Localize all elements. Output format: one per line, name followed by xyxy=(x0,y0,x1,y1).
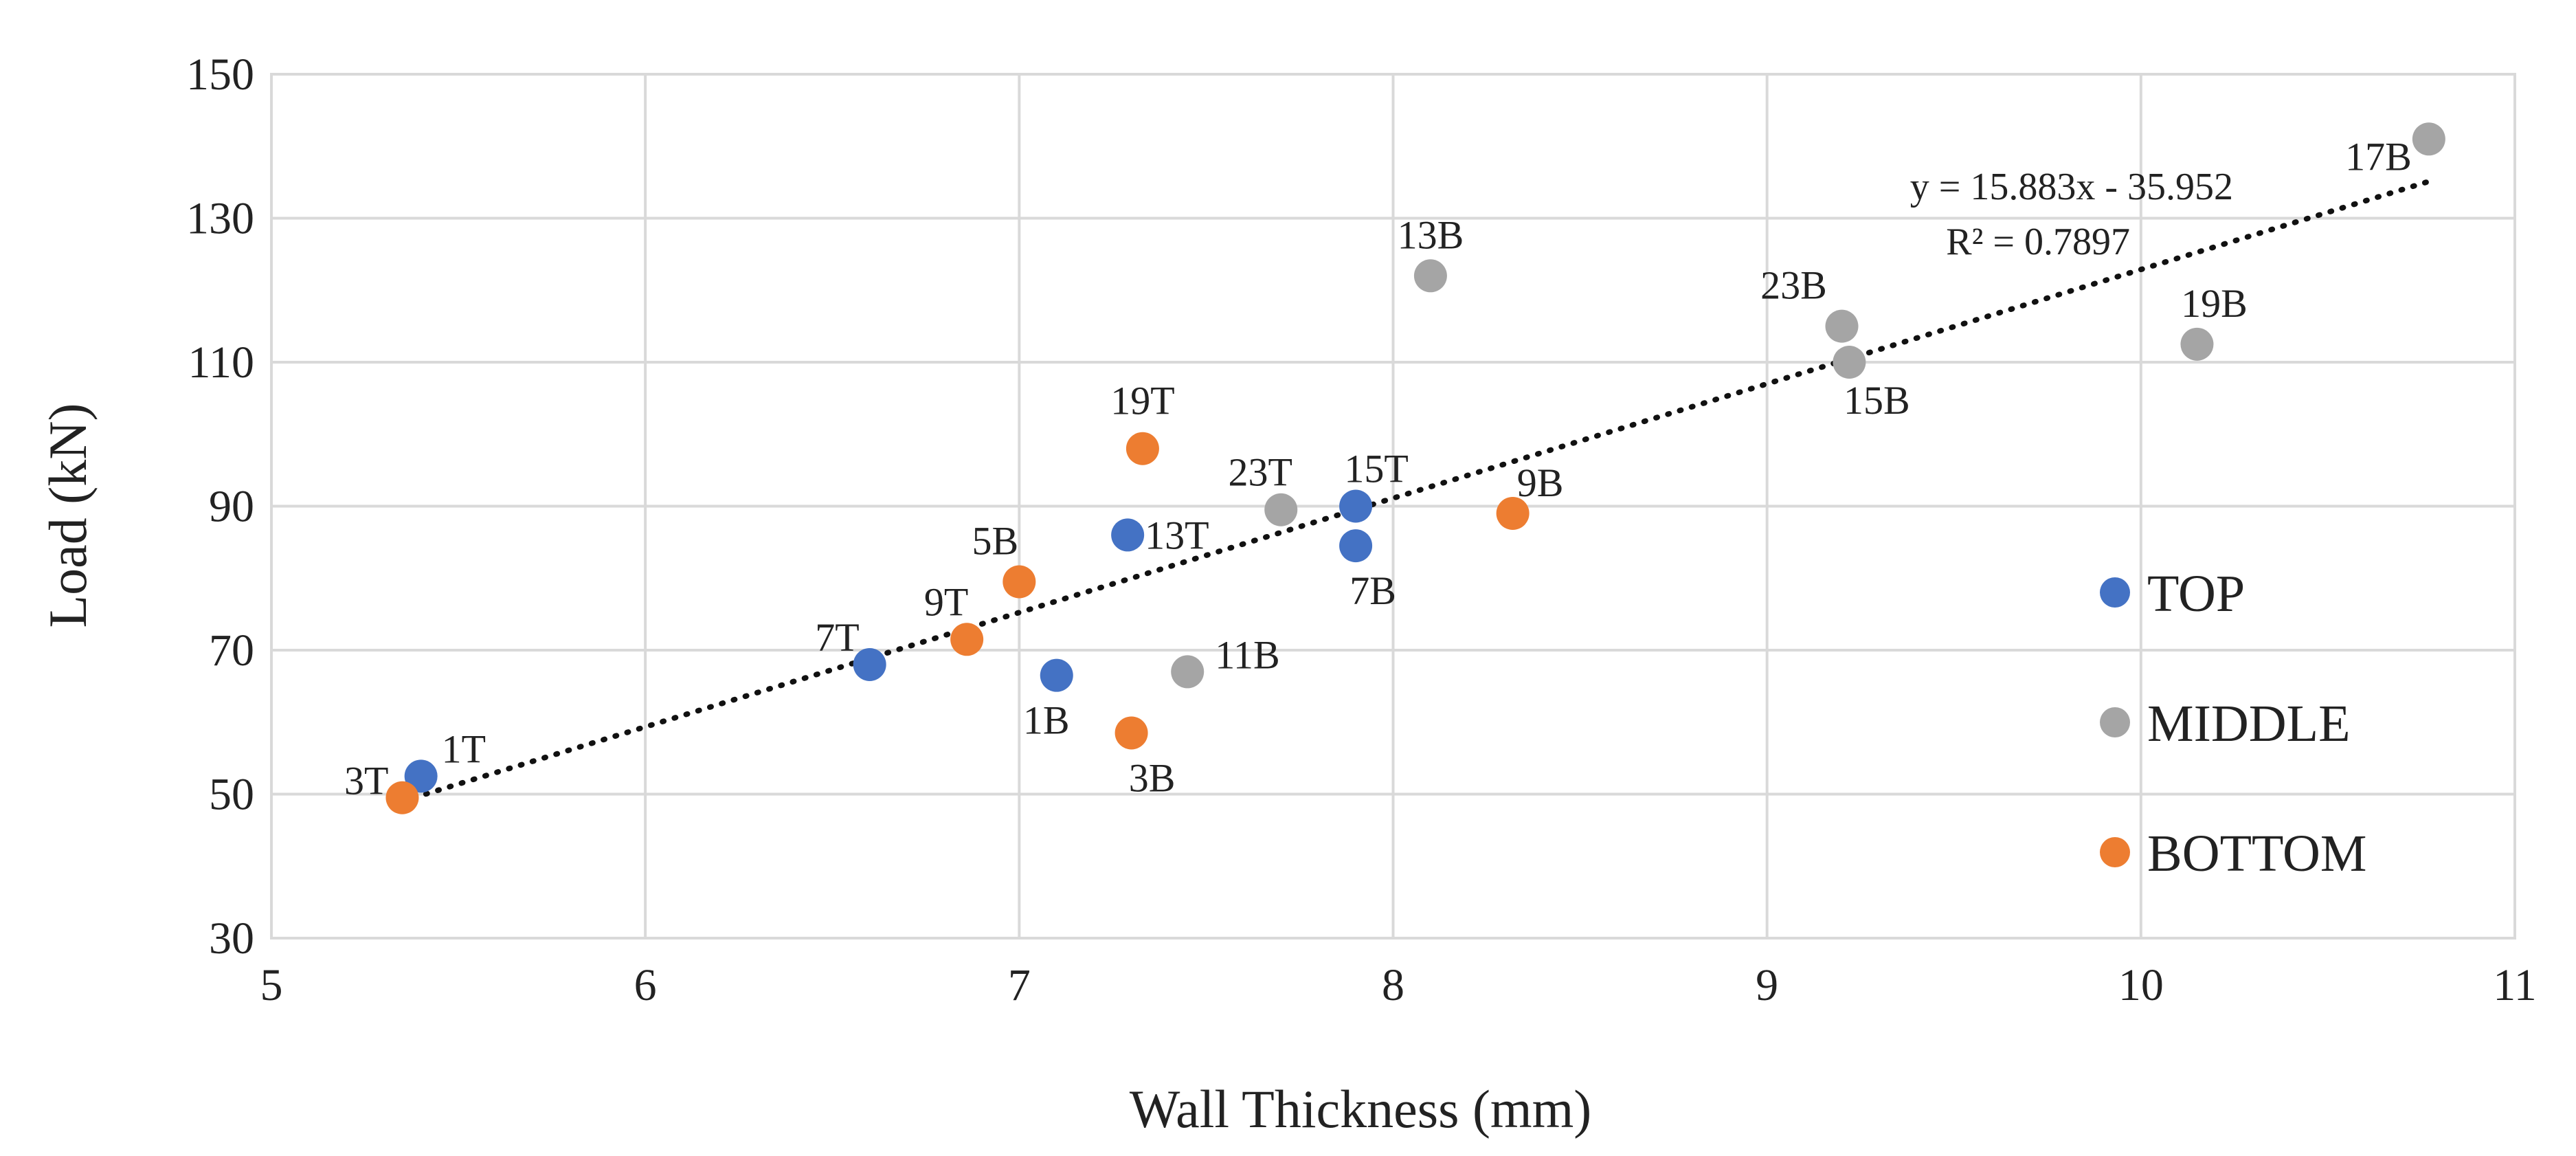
plot-area-frame xyxy=(270,73,2516,940)
x-tick-label-1: 6 xyxy=(634,960,657,1010)
point-9B xyxy=(1496,496,1530,530)
point-label-15T: 15T xyxy=(1344,447,1408,491)
x-tick-label-2: 7 xyxy=(1008,960,1031,1010)
point-label-13T: 13T xyxy=(1145,513,1209,557)
point-1T xyxy=(404,759,438,793)
point-23T xyxy=(1264,493,1298,526)
point-label-17B: 17B xyxy=(2345,134,2412,179)
y-tick-label-5: 130 xyxy=(186,194,254,244)
legend-label-top: TOP xyxy=(2147,565,2245,623)
point-1B xyxy=(1040,658,1073,692)
legend-marker-bottom xyxy=(2100,837,2130,867)
legend: TOP MIDDLE BOTTOM xyxy=(2100,565,2367,882)
point-11B xyxy=(1171,655,1205,689)
point-label-5B: 5B xyxy=(972,518,1018,563)
trendline-r-squared: R² = 0.7897 xyxy=(1946,221,2130,263)
legend-marker-middle xyxy=(2100,707,2130,737)
point-labels: 1T 7T 1B 13T 15T 7B 11B 23T 13B 23B 15B 19B 17B 3T 9T5… xyxy=(344,134,2412,803)
x-tick-labels: 5 6 7 8 9 10 11 xyxy=(260,960,2537,1010)
point-13B xyxy=(1413,259,1447,293)
point-15T xyxy=(1339,489,1373,523)
point-label-19B: 19B xyxy=(2181,281,2248,326)
y-tick-label-4: 110 xyxy=(188,337,254,388)
x-tick-label-4: 9 xyxy=(1756,960,1778,1010)
legend-label-bottom: BOTTOM xyxy=(2147,825,2367,882)
y-tick-label-1: 50 xyxy=(209,770,254,820)
point-7T xyxy=(853,647,886,681)
y-tick-labels: 30 50 70 90 110 130 150 xyxy=(186,49,254,964)
point-9T xyxy=(950,623,984,656)
y-axis-title: Load (kN) xyxy=(38,403,98,627)
point-label-7B: 7B xyxy=(1349,568,1396,613)
point-label-19T: 19T xyxy=(1110,379,1174,423)
point-3T xyxy=(385,781,419,814)
point-19B xyxy=(2180,327,2214,361)
x-axis-title: Wall Thickness (mm) xyxy=(1130,1079,1591,1139)
point-3B xyxy=(1115,716,1148,750)
y-tick-label-2: 70 xyxy=(209,625,254,676)
point-23B xyxy=(1825,309,1859,343)
point-13T xyxy=(1111,518,1145,552)
point-label-15B: 15B xyxy=(1844,378,1910,423)
point-7B xyxy=(1339,529,1373,563)
point-label-11B: 11B xyxy=(1215,632,1280,677)
point-15B xyxy=(1833,346,1866,379)
point-label-3T: 3T xyxy=(344,759,388,803)
legend-label-middle: MIDDLE xyxy=(2147,695,2351,753)
point-label-23T: 23T xyxy=(1229,450,1292,495)
x-tick-label-0: 5 xyxy=(260,960,283,1010)
legend-marker-top xyxy=(2100,577,2130,608)
point-label-7T: 7T xyxy=(815,615,859,660)
trendline xyxy=(399,178,2432,804)
point-5B xyxy=(1003,565,1036,599)
x-tick-label-5: 10 xyxy=(2118,960,2164,1010)
point-label-9T: 9T xyxy=(924,579,968,624)
point-label-13B: 13B xyxy=(1398,212,1464,257)
y-tick-label-3: 90 xyxy=(209,482,254,532)
trendline-equation: y = 15.883x - 35.952 xyxy=(1910,166,2233,208)
x-tick-label-6: 11 xyxy=(2493,960,2537,1010)
point-label-1B: 1B xyxy=(1023,698,1070,743)
point-label-23B: 23B xyxy=(1760,263,1827,308)
point-label-3B: 3B xyxy=(1129,755,1176,800)
point-label-1T: 1T xyxy=(442,726,486,771)
x-tick-label-3: 8 xyxy=(1382,960,1404,1010)
point-label-9B: 9B xyxy=(1517,460,1564,505)
y-tick-label-6: 150 xyxy=(186,49,254,100)
data-points xyxy=(385,122,2445,814)
y-tick-label-0: 30 xyxy=(209,913,254,964)
point-17B xyxy=(2412,122,2445,156)
point-19T xyxy=(1125,432,1159,465)
